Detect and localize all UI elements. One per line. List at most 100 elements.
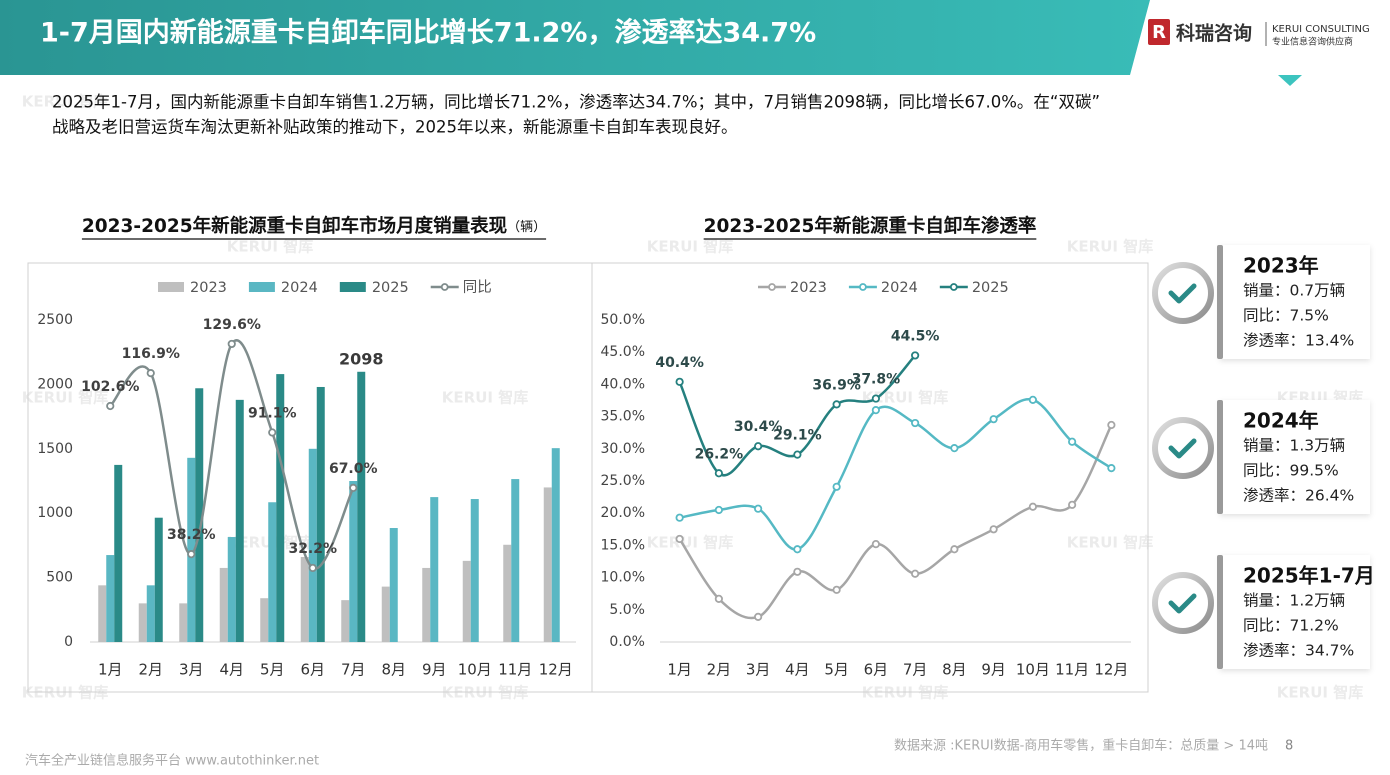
card-line: 渗透率：26.4% [1243,487,1354,505]
point-marker [187,550,196,559]
check-ring [1152,572,1214,634]
y-tick-label: 20.0% [601,505,645,521]
point-marker [754,442,763,451]
data-label: 30.4% [734,419,783,435]
x-tick-label: 10月 [1016,661,1050,679]
point-marker [1068,437,1077,446]
y-tick-label: 40.0% [601,376,645,392]
bar [154,517,163,642]
point-marker [871,540,880,549]
bar [227,537,236,642]
x-tick-label: 8月 [381,661,406,679]
footer-platform: 汽车全产业链信息服务平台 www.autothinker.net [25,753,319,769]
bar [308,448,317,642]
point-marker [832,482,841,491]
watermark: KERUI 智库 [1067,238,1153,256]
x-tick-label: 5月 [824,661,849,679]
point-marker [754,612,763,621]
data-label: 44.5% [891,328,940,344]
bar [219,567,228,642]
point-marker [793,545,802,554]
data-label: 116.9% [122,346,180,362]
data-label: 2098 [339,349,384,368]
check-mark [1168,283,1197,304]
y-tick-label: 500 [46,570,73,586]
logo-english: KERUI CONSULTING [1272,24,1370,35]
point-marker [1107,420,1116,430]
check-mark [1168,593,1197,614]
bar [341,600,350,642]
y-tick-label: 10.0% [601,570,645,586]
x-tick-label: 2月 [138,661,163,679]
y-tick-label: 25.0% [601,473,645,489]
point-marker [308,563,317,573]
point-marker [268,428,277,437]
card-line: 同比：7.5% [1243,307,1329,325]
footer-source: 数据来源 :KERUI数据-商用车零售，重卡自卸车：总质量 > 14吨 [894,738,1268,754]
legend-swatch [768,283,776,291]
legend-label: 2025 [372,280,409,296]
bar [187,457,196,642]
chart-title-text: 2023-2025年新能源重卡自卸车渗透率 [704,215,1037,237]
point-marker [871,394,880,403]
logo: R 科瑞咨询 KERUI CONSULTING 专业信息咨询供应商 [1148,19,1370,48]
point-marker [1028,502,1037,511]
point-marker [911,569,920,578]
bar [389,528,398,642]
y-tick-label: 50.0% [601,312,645,328]
data-label: 29.1% [773,428,822,444]
bar [146,585,155,642]
y-tick-label: 1500 [37,441,73,457]
y-tick-label: 2000 [37,376,73,392]
watermark: KERUI 智库 [1277,684,1363,702]
data-label: 67.0% [329,461,378,477]
point-marker [911,418,920,428]
legend-swatch [440,283,449,291]
card-title: 2024年 [1243,409,1319,433]
point-marker [793,450,802,459]
bar [98,585,107,642]
bar [349,481,358,642]
x-tick-label: 12月 [1094,661,1128,679]
y-tick-label: 0 [64,634,73,650]
page-number: 8 [1285,739,1293,754]
bar [430,497,439,642]
chart-title: 2023-2025年新能源重卡自卸车渗透率 [704,215,1037,237]
chart-unit: （辆） [507,220,546,235]
point-marker [675,534,684,544]
watermark: KERUI 智库 [22,389,108,407]
card-edge [1217,555,1223,669]
bar [179,603,188,642]
point-marker [832,585,841,594]
x-tick-label: 11月 [1055,661,1089,679]
data-label: 102.6% [81,379,139,395]
check-ring [1152,262,1214,324]
card-line: 同比：99.5% [1243,462,1339,480]
y-tick-label: 35.0% [601,409,645,425]
card-line: 销量：0.7万辆 [1243,282,1345,300]
point-marker [871,406,880,415]
logo-name: 科瑞咨询 [1176,22,1252,45]
card-title: 2023年 [1243,254,1319,278]
chart-title-text: 2023-2025年新能源重卡自卸车市场月度销量表现 [82,215,508,237]
bar [276,374,285,642]
legend-swatch [339,282,366,292]
check-ring [1152,417,1214,479]
legend-swatch [158,282,184,292]
card [1220,555,1370,669]
bar [114,464,123,642]
bar [268,502,277,642]
bar [503,544,512,642]
card [1220,400,1370,514]
x-tick-label: 5月 [260,661,285,679]
card-line: 销量：1.2万辆 [1243,592,1345,610]
logo-panel [1130,0,1390,75]
x-tick-label: 6月 [864,661,889,679]
bar [511,479,520,642]
card-title: 2025年1-7月 [1243,564,1375,588]
chart-frame [591,262,1149,693]
point-marker [950,444,959,453]
point-marker [714,469,723,478]
